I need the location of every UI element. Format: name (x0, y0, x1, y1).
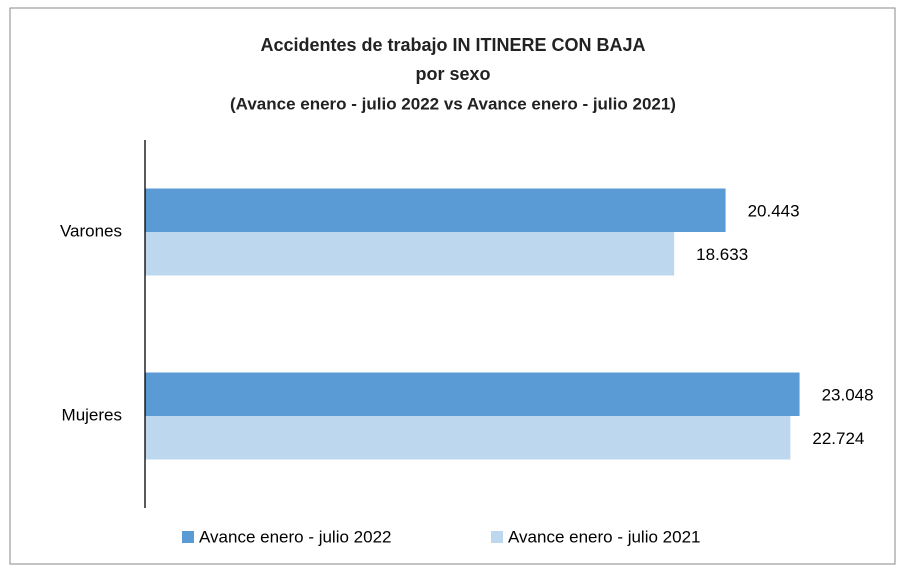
legend-swatch (491, 531, 503, 543)
chart-frame (9, 7, 896, 565)
legend: Avance enero - julio 2022 Avance enero - … (182, 527, 701, 546)
data-label: 20.443 (748, 202, 800, 221)
bar (145, 372, 800, 416)
y-tick-label: Varones (60, 221, 122, 240)
chart-subtitle: (Avance enero - julio 2022 vs Avance ene… (230, 94, 676, 113)
legend-label: Avance enero - julio 2022 (199, 527, 392, 546)
plot-area: Varones 20.443 18.633 Mujeres 23.048 22.724 (60, 140, 874, 508)
y-tick-label: Mujeres (62, 405, 122, 424)
data-label: 23.048 (822, 386, 874, 405)
data-label: 22.724 (812, 429, 864, 448)
bar (145, 232, 675, 276)
legend-swatch (182, 531, 194, 543)
legend-label: Avance enero - julio 2021 (508, 527, 701, 546)
data-label: 18.633 (696, 245, 748, 264)
chart-title: Accidentes de trabajo IN ITINERE CON BAJ… (260, 35, 645, 55)
bar (145, 188, 726, 232)
bar (145, 416, 791, 460)
chart-title-line2: por sexo (415, 64, 490, 84)
